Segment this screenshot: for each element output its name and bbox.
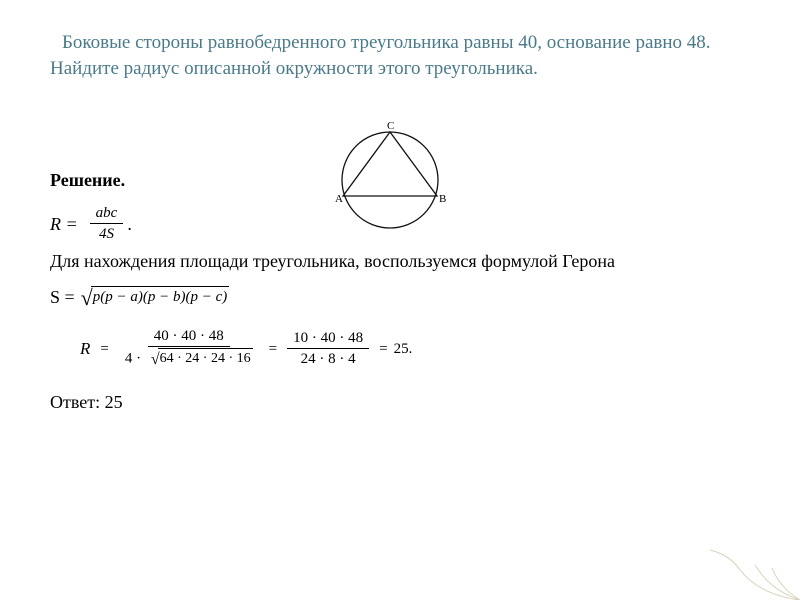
slide-title: Боковые стороны равнобедренного треуголь… [50,30,760,82]
formula-trail: . [127,206,132,242]
formula-fraction: abc 4S [90,204,124,243]
eq-2: = [269,331,277,367]
vertex-c-label: C [387,120,394,132]
radius-calculation: R = 40 · 40 · 48 4 · √64 · 24 · 24 · 16 … [80,327,760,370]
answer-line: Ответ: 25 [50,384,760,420]
calc-result: 25. [394,331,413,367]
calc-num1: 40 · 40 · 48 [148,327,230,347]
heron-intro: Для нахождения площади треугольника, вос… [50,249,760,273]
calc-den2: 24 · 8 · 4 [295,349,362,368]
sqrt-icon: √ [151,349,160,371]
heron-lhs: S = [50,279,75,315]
corner-decoration-icon [680,540,800,600]
formula-den: 4S [93,224,120,243]
heron-formula: S = √ p(p − a)(p − b)(p − c) [50,279,760,315]
calc-den1: 4 · √64 · 24 · 24 · 16 [119,347,259,370]
calc-num2: 10 · 40 · 48 [287,329,369,349]
heron-expr: p(p − a)(p − b)(p − c) [91,286,230,308]
calc-R: R [80,331,90,367]
triangle-diagram: A B C [325,118,455,238]
slide: Боковые стороны равнобедренного треуголь… [0,0,800,600]
calc-frac-1: 40 · 40 · 48 4 · √64 · 24 · 24 · 16 [119,327,259,370]
answer-label: Ответ: [50,392,100,412]
calc-frac-2: 10 · 40 · 48 24 · 8 · 4 [287,329,369,368]
calc-den1-sqrt: 64 · 24 · 24 · 16 [158,348,253,370]
vertex-b-label: B [439,193,446,205]
eq-1: = [100,331,108,367]
formula-lhs: R = [50,206,78,242]
answer-value: 25 [105,392,123,412]
formula-num: abc [90,204,124,224]
sqrt-icon: √ [81,287,93,309]
heron-sqrt: √ p(p − a)(p − b)(p − c) [81,286,230,308]
eq-3: = [379,331,387,367]
calc-den1-pre: 4 · [125,350,145,366]
vertex-a-label: A [335,193,343,205]
